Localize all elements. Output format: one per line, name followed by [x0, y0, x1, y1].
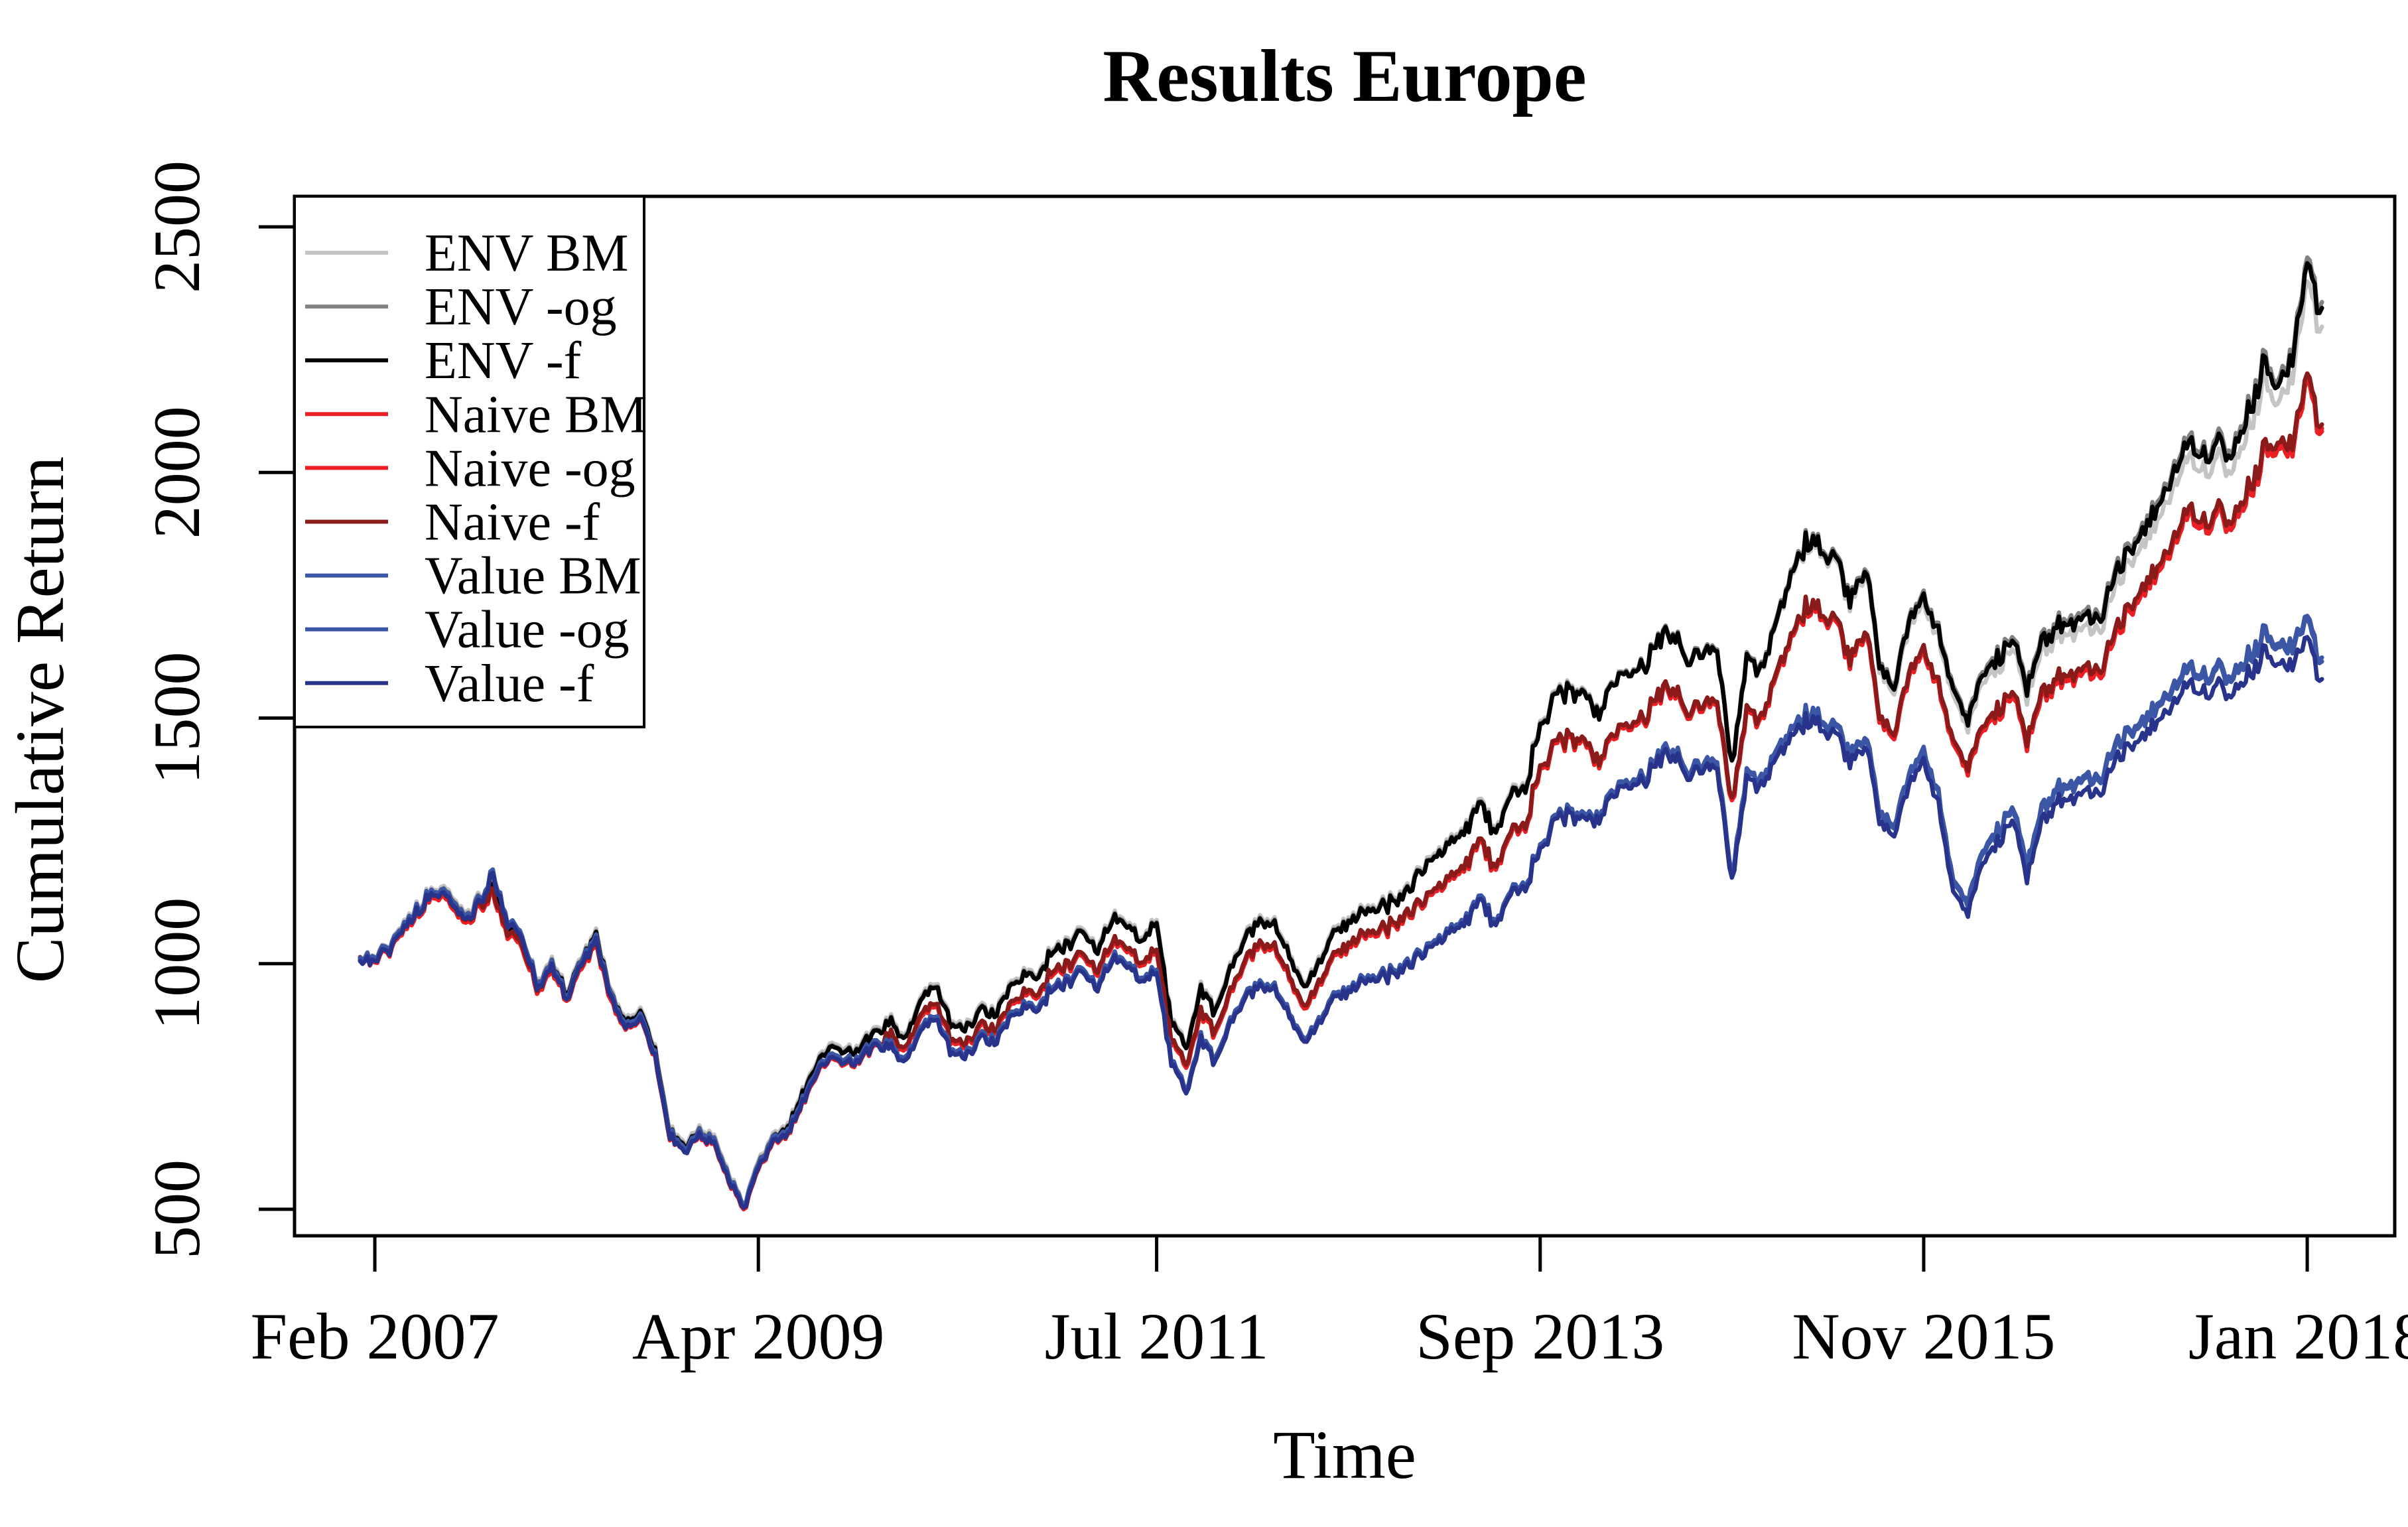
series-line-Value--og: [358, 618, 2324, 1209]
legend-label: Value BM: [425, 547, 641, 606]
chart-title: Results Europe: [1103, 35, 1586, 117]
series-line-Naive--og: [358, 375, 2324, 1212]
x-tick-label: Jan 2018: [2188, 1299, 2408, 1373]
y-axis-title: Cumulative Return: [2, 456, 78, 983]
series-line-Value--f: [358, 635, 2324, 1210]
y-tick-label: 1000: [140, 897, 214, 1030]
legend-label: Value -f: [425, 655, 594, 713]
x-tick-label: Nov 2015: [1792, 1299, 2055, 1373]
x-tick-label: Sep 2013: [1416, 1299, 1664, 1373]
series-layer: [358, 255, 2324, 1212]
legend-label: Naive -og: [425, 439, 635, 498]
legend-box: [293, 195, 645, 728]
series-line-Naive--f: [358, 371, 2324, 1209]
y-tick-label: 2500: [140, 161, 214, 293]
series-line-Naive-BM: [358, 377, 2324, 1211]
legend-label: Naive -f: [425, 494, 600, 552]
x-tick-label: Feb 2007: [251, 1299, 500, 1373]
x-axis-title: Time: [1273, 1417, 1416, 1493]
legend-label: ENV BM: [425, 224, 628, 283]
axes-layer: 500 1000 1500 2000 2500 Feb 2007 Apr 2009 Jul 2…: [140, 161, 2408, 1373]
y-tick-label: 500: [140, 1160, 214, 1259]
y-tick-label: 1500: [140, 652, 214, 785]
legend-label: Naive BM: [425, 385, 647, 444]
legend-label: ENV -og: [425, 278, 617, 336]
legend-label: Value -og: [425, 601, 630, 659]
legend-label: ENV -f: [425, 332, 582, 390]
x-tick-label: Jul 2011: [1045, 1299, 1269, 1373]
y-tick-label: 2000: [140, 406, 214, 539]
x-tick-label: Apr 2009: [632, 1299, 885, 1373]
